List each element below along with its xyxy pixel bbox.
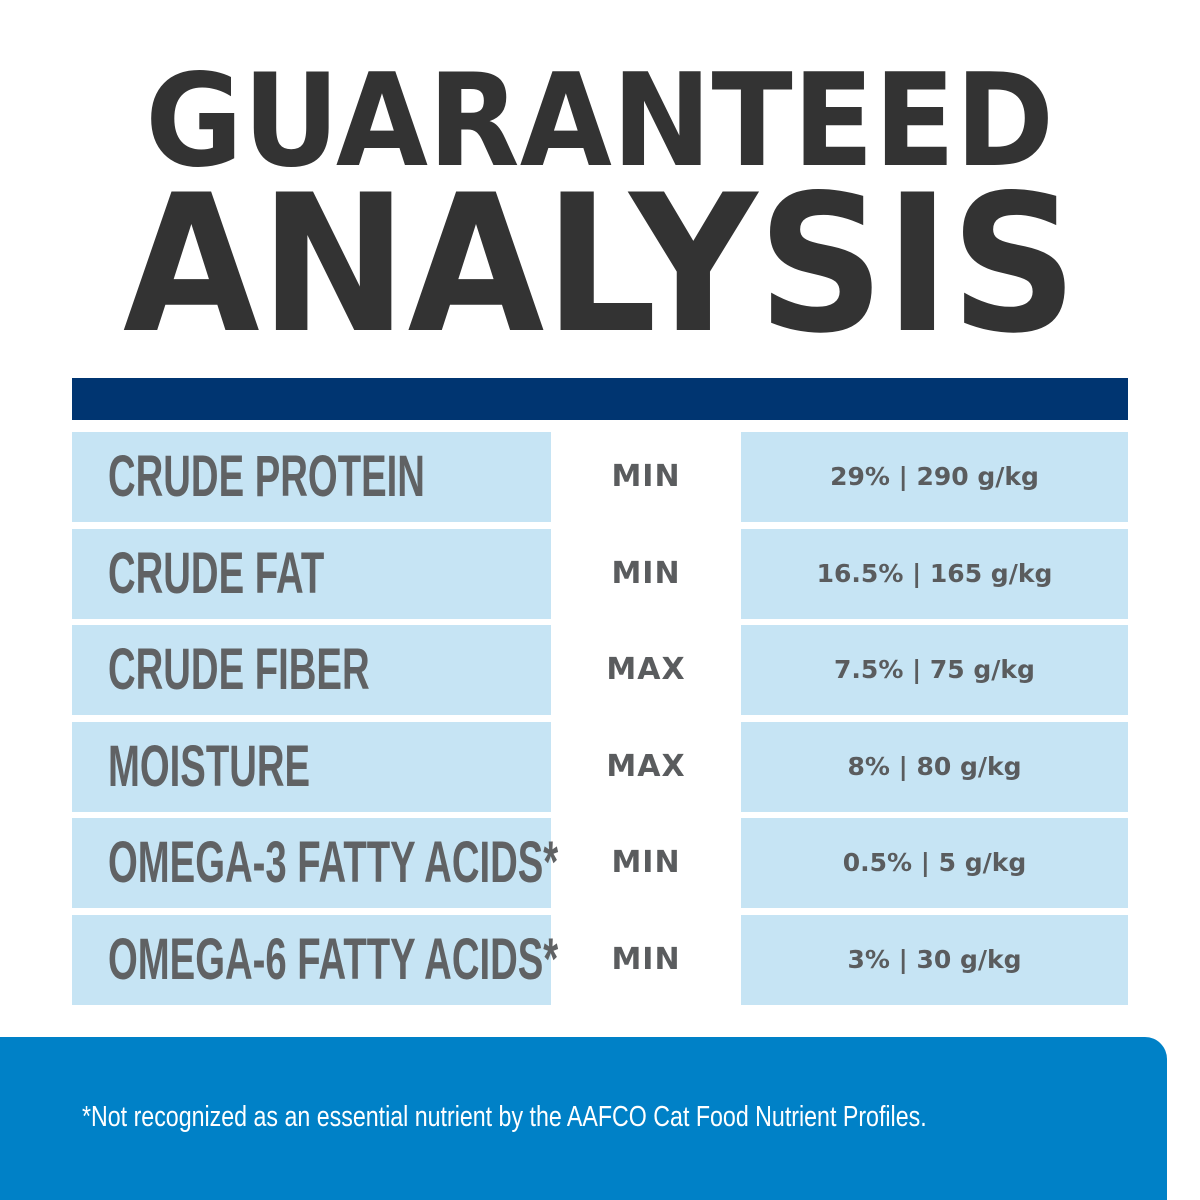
nutrient-name: CRUDE FIBER — [108, 637, 370, 702]
table-row: MOISTURE MAX 8% | 80 g/kg — [0, 721, 1200, 812]
nutrient-cell: CRUDE FAT — [72, 528, 551, 619]
value: 0.5% | 5 g/kg — [842, 848, 1027, 877]
title-text-2: ANALYSIS — [122, 154, 1078, 375]
title-text-1: GUARANTEED — [145, 47, 1055, 196]
qualifier: MAX — [606, 748, 686, 784]
value: 29% | 290 g/kg — [830, 462, 1039, 491]
nutrient-cell: OMEGA-6 FATTY ACIDS* — [72, 914, 558, 1005]
footnote-panel: *Not recognized as an essential nutrient… — [0, 1037, 1167, 1200]
value: 8% | 80 g/kg — [847, 751, 1022, 781]
nutrient-cell: OMEGA-3 FATTY ACIDS* — [72, 818, 558, 908]
table-row: OMEGA-6 FATTY ACIDS* MIN 3% | 30 g/kg — [0, 914, 1200, 1005]
qualifier: MAX — [606, 652, 686, 687]
title-line-1: GUARANTEED — [0, 52, 1200, 192]
footnote: *Not recognized as an essential nutrient… — [82, 1101, 927, 1133]
table-row: CRUDE FAT MIN 16.5% | 165 g/kg — [0, 528, 1200, 619]
value-cell: 16.5% | 165 g/kg — [741, 528, 1128, 619]
nutrient-cell: MOISTURE — [72, 721, 551, 812]
qualifier: MIN — [611, 459, 681, 494]
value: 7.5% | 75 g/kg — [834, 655, 1035, 684]
header-bar — [72, 378, 1128, 420]
table-row: CRUDE FIBER MAX 7.5% | 75 g/kg — [0, 625, 1200, 715]
nutrient-name: MOISTURE — [108, 733, 311, 799]
value-cell: 3% | 30 g/kg — [741, 914, 1128, 1005]
table-row: OMEGA-3 FATTY ACIDS* MIN 0.5% | 5 g/kg — [0, 818, 1200, 908]
nutrient-name: OMEGA-3 FATTY ACIDS* — [108, 830, 559, 895]
qualifier: MIN — [611, 555, 681, 591]
nutrient-name: CRUDE PROTEIN — [108, 444, 425, 509]
qualifier: MIN — [611, 845, 681, 880]
nutrient-cell: CRUDE FIBER — [72, 625, 551, 715]
value: 3% | 30 g/kg — [847, 944, 1022, 974]
value-cell: 29% | 290 g/kg — [741, 432, 1128, 522]
qualifier: MIN — [611, 941, 681, 977]
value-cell: 0.5% | 5 g/kg — [741, 818, 1128, 908]
value: 16.5% | 165 g/kg — [816, 558, 1053, 588]
value-cell: 8% | 80 g/kg — [741, 721, 1128, 812]
nutrient-name: CRUDE FAT — [108, 540, 325, 606]
table-row: CRUDE PROTEIN MIN 29% | 290 g/kg — [0, 432, 1200, 522]
title-line-2: ANALYSIS — [0, 170, 1200, 360]
value-cell: 7.5% | 75 g/kg — [741, 625, 1128, 715]
nutrient-name: OMEGA-6 FATTY ACIDS* — [108, 926, 559, 992]
nutrient-cell: CRUDE PROTEIN — [72, 432, 551, 522]
